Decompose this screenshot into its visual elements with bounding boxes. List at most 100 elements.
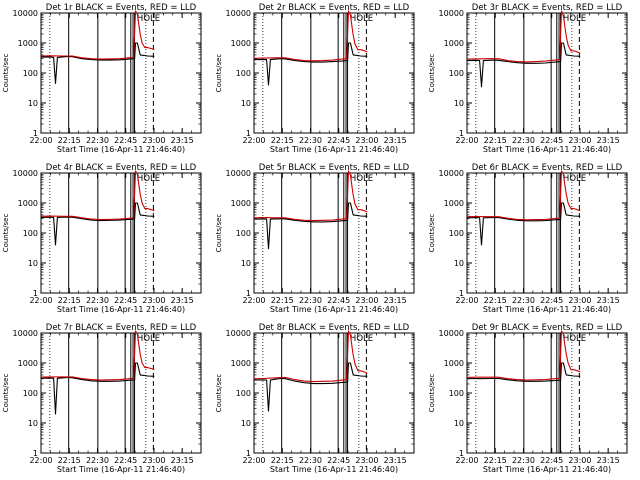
y-tick-label: 100: [449, 389, 464, 398]
y-tick-label: 10000: [226, 9, 251, 18]
y-tick-label: 1000: [444, 199, 464, 208]
y-tick-label: 100: [236, 389, 251, 398]
chart-panel: Det 1r BLACK = Events, RED = LLD 1 10 100 10…: [2, 3, 202, 154]
y-tick-label: 10000: [226, 169, 251, 178]
x-tick-label: 22:00: [29, 456, 52, 465]
chart-title: Det 4r BLACK = Events, RED = LLD: [46, 163, 197, 173]
chart-title: Det 2r BLACK = Events, RED = LLD: [259, 3, 410, 13]
hole-annotation: HOLE: [350, 14, 373, 24]
x-axis-label: Start Time (16-Apr-11 21:46:40): [270, 465, 398, 474]
x-tick-label: 23:00: [568, 296, 591, 305]
x-tick-label: 22:45: [327, 456, 350, 465]
x-tick-label: 22:00: [455, 456, 478, 465]
x-axis-label: Start Time (16-Apr-11 21:46:40): [483, 465, 611, 474]
x-tick-label: 22:45: [327, 296, 350, 305]
y-axis-label: Counts/sec: [2, 374, 10, 413]
y-axis-label: Counts/sec: [428, 214, 436, 253]
y-tick-label: 10: [28, 419, 38, 428]
y-tick-label: 10000: [439, 329, 464, 338]
x-tick-label: 23:00: [355, 296, 378, 305]
y-tick-label: 1: [33, 129, 38, 138]
y-axis-label: Counts/sec: [2, 214, 10, 253]
y-tick-label: 10: [241, 419, 251, 428]
x-tick-label: 23:15: [597, 136, 620, 145]
y-tick-label: 10: [241, 99, 251, 108]
y-tick-label: 10: [28, 99, 38, 108]
y-tick-label: 10: [454, 419, 464, 428]
series-lld-line: [253, 10, 368, 62]
y-tick-label: 1000: [231, 199, 251, 208]
chart-panel: Det 6r BLACK = Events, RED = LLD 1 10 100 10…: [428, 163, 628, 314]
x-tick-label: 22:30: [299, 136, 322, 145]
y-tick-label: 10000: [13, 9, 38, 18]
x-tick-label: 22:30: [299, 296, 322, 305]
x-tick-label: 22:00: [242, 296, 265, 305]
plot-frame: [466, 172, 628, 294]
plot-frame: [253, 12, 415, 134]
chart-panel: Det 3r BLACK = Events, RED = LLD 1 10 100 10…: [428, 3, 628, 154]
y-tick-label: 1: [33, 449, 38, 458]
y-tick-label: 1000: [18, 359, 38, 368]
series-lld-line: [466, 330, 581, 381]
hole-annotation: HOLE: [137, 174, 160, 184]
y-tick-label: 1: [459, 289, 464, 298]
x-tick-label: 22:15: [58, 136, 81, 145]
y-tick-label: 10: [241, 259, 251, 268]
x-tick-label: 22:30: [512, 456, 535, 465]
y-tick-label: 1000: [444, 359, 464, 368]
x-tick-label: 22:00: [242, 456, 265, 465]
chart-title: Det 9r BLACK = Events, RED = LLD: [472, 323, 623, 333]
x-tick-label: 23:15: [384, 456, 407, 465]
series-events-line: [40, 202, 155, 246]
y-tick-label: 1000: [444, 39, 464, 48]
chart-title: Det 5r BLACK = Events, RED = LLD: [259, 163, 410, 173]
plot-frame: [40, 12, 202, 134]
y-tick-label: 10000: [439, 169, 464, 178]
series-events-line: [466, 362, 581, 382]
x-tick-label: 22:45: [540, 136, 563, 145]
x-tick-label: 22:15: [58, 296, 81, 305]
x-tick-label: 22:30: [299, 456, 322, 465]
x-tick-label: 23:00: [568, 456, 591, 465]
y-tick-label: 100: [449, 229, 464, 238]
series-lld-line: [466, 170, 581, 221]
y-tick-label: 10: [28, 259, 38, 268]
y-tick-label: 100: [449, 69, 464, 78]
chart-panel: Det 8r BLACK = Events, RED = LLD 1 10 100 10…: [215, 323, 415, 474]
series-events-line: [40, 362, 155, 415]
chart-title: Det 8r BLACK = Events, RED = LLD: [259, 323, 410, 333]
x-tick-label: 22:00: [455, 296, 478, 305]
x-tick-label: 23:00: [142, 456, 165, 465]
series-events-line: [253, 202, 368, 250]
plot-frame: [253, 332, 415, 454]
y-tick-label: 100: [23, 229, 38, 238]
y-tick-label: 10000: [439, 9, 464, 18]
x-tick-label: 22:15: [484, 456, 507, 465]
plot-frame: [466, 332, 628, 454]
y-tick-label: 1: [246, 449, 251, 458]
chart-panel: Det 4r BLACK = Events, RED = LLD 1 10 100 10…: [2, 163, 202, 314]
hole-annotation: HOLE: [563, 14, 586, 24]
x-tick-label: 22:30: [86, 456, 109, 465]
y-tick-label: 10000: [13, 169, 38, 178]
y-tick-label: 10000: [13, 329, 38, 338]
hole-annotation: HOLE: [563, 334, 586, 344]
x-tick-label: 22:30: [512, 136, 535, 145]
chart-panel: Det 5r BLACK = Events, RED = LLD 1 10 100 10…: [215, 163, 415, 314]
y-axis-label: Counts/sec: [215, 54, 223, 93]
x-tick-label: 22:15: [271, 296, 294, 305]
x-tick-label: 22:45: [540, 296, 563, 305]
x-tick-label: 23:15: [597, 456, 620, 465]
x-axis-label: Start Time (16-Apr-11 21:46:40): [483, 145, 611, 154]
x-tick-label: 22:15: [271, 136, 294, 145]
x-tick-label: 22:45: [114, 136, 137, 145]
chart-title: Det 3r BLACK = Events, RED = LLD: [472, 3, 623, 13]
y-tick-label: 10: [454, 259, 464, 268]
y-tick-label: 1000: [231, 359, 251, 368]
series-events-line: [466, 42, 581, 88]
x-tick-label: 23:00: [142, 296, 165, 305]
x-tick-label: 22:15: [271, 456, 294, 465]
series-lld-line: [253, 330, 368, 383]
x-tick-label: 23:15: [597, 296, 620, 305]
